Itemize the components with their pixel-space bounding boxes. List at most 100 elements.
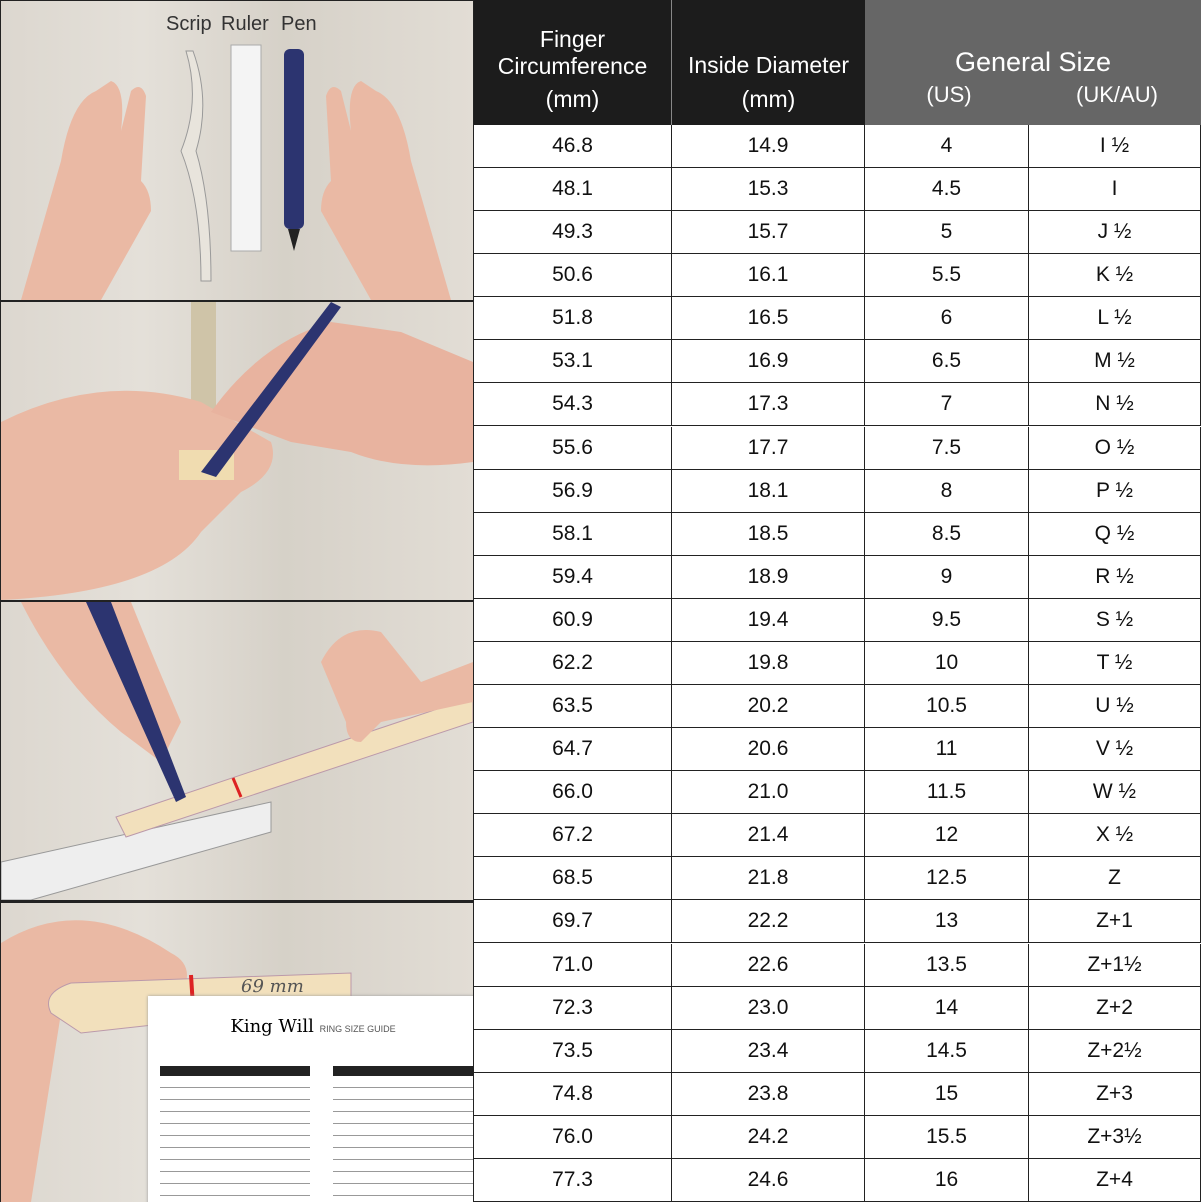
table-row: 55.6 17.7 7.5 O ½ [474, 426, 1201, 470]
diameter-cell: 21.8 [672, 857, 865, 900]
diameter-cell: 15.3 [672, 168, 865, 211]
diameter-cell: 21.4 [672, 814, 865, 857]
circumference-cell: 59.4 [474, 555, 672, 598]
table-row: 69.7 22.2 13 Z+1 [474, 900, 1201, 944]
ring-size-table: Finger Circumference (mm) Inside Diameter… [474, 0, 1201, 1202]
circumference-cell: 54.3 [474, 383, 672, 426]
diameter-cell: 22.2 [672, 900, 865, 943]
diameter-cell: 17.3 [672, 383, 865, 426]
circumference-cell: 46.8 [474, 125, 672, 167]
circumference-cell: 73.5 [474, 1029, 672, 1072]
mini-table-left [160, 1066, 310, 1202]
table-row: 64.7 20.6 11 V ½ [474, 728, 1201, 772]
circumference-cell: 63.5 [474, 685, 672, 728]
uk-size-cell: Z+2 [1029, 986, 1201, 1029]
header-general-size: General Size (US) (UK/AU) [865, 0, 1201, 125]
diameter-cell: 19.4 [672, 598, 865, 641]
uk-size-cell: Z+1 [1029, 900, 1201, 943]
circumference-cell: 60.9 [474, 598, 672, 641]
table-row: 73.5 23.4 14.5 Z+2½ [474, 1029, 1201, 1073]
diameter-cell: 23.8 [672, 1072, 865, 1115]
circumference-cell: 62.2 [474, 641, 672, 684]
diameter-cell: 18.1 [672, 469, 865, 512]
table-row: 76.0 24.2 15.5 Z+3½ [474, 1115, 1201, 1159]
instruction-illustrations: Scrip Ruler Pen 69 mm King Will [0, 0, 474, 1202]
circumference-cell: 71.0 [474, 943, 672, 986]
mark-strip-illustration [1, 602, 473, 900]
ruler-label: Ruler [221, 13, 269, 35]
uk-size-cell: S ½ [1029, 598, 1201, 641]
table-row: 60.9 19.4 9.5 S ½ [474, 598, 1201, 642]
uk-size-cell: U ½ [1029, 685, 1201, 728]
uk-size-cell: O ½ [1029, 426, 1201, 469]
table-row: 53.1 16.9 6.5 M ½ [474, 340, 1201, 384]
us-size-cell: 8 [865, 469, 1029, 512]
diameter-cell: 18.5 [672, 512, 865, 555]
diameter-cell: 18.9 [672, 555, 865, 598]
us-size-cell: 15 [865, 1072, 1029, 1115]
us-size-cell: 15.5 [865, 1115, 1029, 1158]
table-row: 51.8 16.5 6 L ½ [474, 297, 1201, 341]
circumference-cell: 48.1 [474, 168, 672, 211]
diameter-cell: 22.6 [672, 943, 865, 986]
us-size-cell: 7.5 [865, 426, 1029, 469]
diameter-cell: 20.6 [672, 728, 865, 771]
measurement-mark: 69 mm [241, 976, 304, 997]
diameter-cell: 23.4 [672, 1029, 865, 1072]
table-row: 49.3 15.7 5 J ½ [474, 211, 1201, 255]
uk-size-cell: Z+4 [1029, 1158, 1201, 1201]
scrip-label: Scrip [166, 13, 212, 35]
circumference-cell: 58.1 [474, 512, 672, 555]
header-diameter: Inside Diameter (mm) [672, 0, 865, 125]
us-size-cell: 12 [865, 814, 1029, 857]
header-uk-au: (UK/AU) [1076, 82, 1158, 107]
us-size-cell: 4.5 [865, 168, 1029, 211]
us-size-cell: 4 [865, 125, 1029, 167]
us-size-cell: 5.5 [865, 254, 1029, 297]
circumference-cell: 56.9 [474, 469, 672, 512]
us-size-cell: 14.5 [865, 1029, 1029, 1072]
us-size-cell: 6.5 [865, 340, 1029, 383]
us-size-cell: 13.5 [865, 943, 1029, 986]
table-row: 71.0 22.6 13.5 Z+1½ [474, 943, 1201, 987]
uk-size-cell: Z+3½ [1029, 1115, 1201, 1158]
circumference-cell: 76.0 [474, 1115, 672, 1158]
us-size-cell: 6 [865, 297, 1029, 340]
uk-size-cell: I [1029, 168, 1201, 211]
table-row: 59.4 18.9 9 R ½ [474, 555, 1201, 599]
us-size-cell: 9.5 [865, 598, 1029, 641]
circumference-cell: 69.7 [474, 900, 672, 943]
uk-size-cell: P ½ [1029, 469, 1201, 512]
us-size-cell: 12.5 [865, 857, 1029, 900]
us-size-cell: 9 [865, 555, 1029, 598]
circumference-cell: 67.2 [474, 814, 672, 857]
step-2-wrap-panel [1, 302, 473, 600]
uk-size-cell: Q ½ [1029, 512, 1201, 555]
us-size-cell: 16 [865, 1158, 1029, 1201]
table-row: 58.1 18.5 8.5 Q ½ [474, 512, 1201, 556]
us-size-cell: 10 [865, 641, 1029, 684]
table-row: 72.3 23.0 14 Z+2 [474, 986, 1201, 1030]
table-row: 77.3 24.6 16 Z+4 [474, 1158, 1201, 1202]
us-size-cell: 5 [865, 211, 1029, 254]
table-row: 68.5 21.8 12.5 Z [474, 857, 1201, 901]
circumference-cell: 49.3 [474, 211, 672, 254]
header-us: (US) [926, 82, 972, 107]
uk-size-cell: Z [1029, 857, 1201, 900]
diameter-cell: 24.6 [672, 1158, 865, 1201]
diameter-cell: 24.2 [672, 1115, 865, 1158]
uk-size-cell: I ½ [1029, 125, 1201, 167]
diameter-cell: 21.0 [672, 771, 865, 814]
uk-size-cell: Z+2½ [1029, 1029, 1201, 1072]
diameter-cell: 17.7 [672, 426, 865, 469]
circumference-cell: 77.3 [474, 1158, 672, 1201]
circumference-cell: 72.3 [474, 986, 672, 1029]
us-size-cell: 11.5 [865, 771, 1029, 814]
us-size-cell: 8.5 [865, 512, 1029, 555]
table-row: 63.5 20.2 10.5 U ½ [474, 685, 1201, 729]
circumference-cell: 53.1 [474, 340, 672, 383]
diameter-cell: 16.9 [672, 340, 865, 383]
circumference-cell: 50.6 [474, 254, 672, 297]
table-row: 62.2 19.8 10 T ½ [474, 641, 1201, 685]
step-1-tools-panel: Scrip Ruler Pen [1, 1, 473, 300]
